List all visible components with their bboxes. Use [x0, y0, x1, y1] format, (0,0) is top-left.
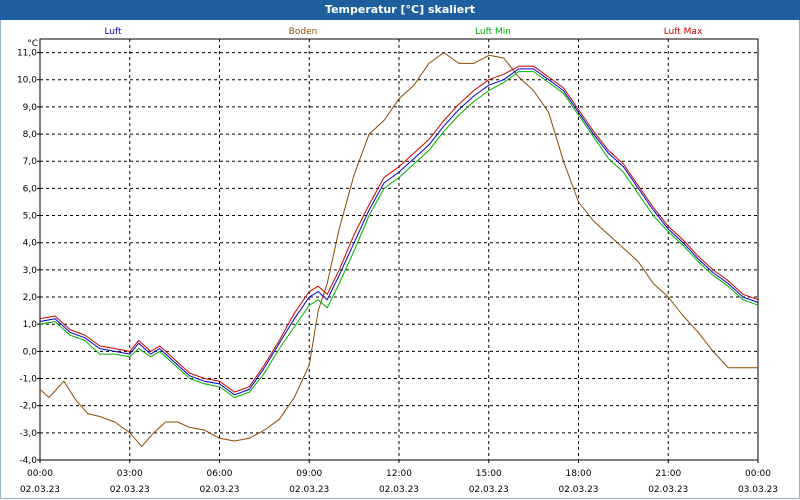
series-line-luft — [39, 68, 759, 396]
grid — [37, 39, 759, 463]
series-lines — [39, 52, 759, 447]
x-tick-time: 06:00 — [207, 469, 233, 479]
x-tick-date: 02.03.23 — [469, 485, 509, 495]
y-tick-label: 11,0 — [17, 49, 37, 59]
x-tick-time: 15:00 — [476, 469, 502, 479]
y-tick-label: 3,0 — [23, 266, 38, 276]
y-tick-label: 6,0 — [23, 184, 38, 194]
y-tick-label: 5,0 — [23, 212, 38, 222]
x-tick-date: 02.03.23 — [648, 485, 688, 495]
legend-luft-max: Luft Max — [664, 27, 703, 37]
x-tick-time: 00:00 — [745, 469, 771, 479]
x-tick-time: 21:00 — [655, 469, 681, 479]
x-tick-time: 09:00 — [296, 469, 322, 479]
legend-luft: Luft — [104, 27, 122, 37]
chart-title: Temperatur [°C] skaliert — [0, 0, 800, 20]
x-tick-date: 02.03.23 — [379, 485, 419, 495]
y-tick-label: 2,0 — [23, 293, 38, 303]
legend-boden: Boden — [289, 27, 318, 37]
y-tick-label: 8,0 — [23, 130, 38, 140]
y-tick-label: 0,0 — [23, 347, 38, 357]
y-tick-label: -3,0 — [19, 429, 37, 439]
x-tick-date: 02.03.23 — [110, 485, 150, 495]
y-tick-label: 10,0 — [17, 76, 37, 86]
x-tick-date: 03.03.23 — [738, 485, 778, 495]
legend-luft-min: Luft Min — [475, 27, 511, 37]
y-tick-labels: 11,0 10,0 9,0 8,0 7,0 6,0 5,0 4,0 3,0 2,0 1,0 0,0 -1… — [17, 49, 37, 466]
series-line-luft-max — [39, 65, 759, 393]
y-tick-label: 9,0 — [23, 103, 38, 113]
y-tick-label: 4,0 — [23, 239, 38, 249]
y-tick-label: -1,0 — [19, 375, 37, 385]
x-tick-date: 02.03.23 — [199, 485, 239, 495]
y-tick-label: 7,0 — [23, 157, 38, 167]
plot-area-border — [39, 38, 759, 461]
x-tick-date: 02.03.23 — [289, 485, 329, 495]
y-tick-label: -4,0 — [19, 456, 37, 466]
series-line-luft-min — [39, 71, 759, 398]
x-tick-time: 12:00 — [386, 469, 412, 479]
x-tick-date: 02.03.23 — [558, 485, 598, 495]
x-tick-time: 18:00 — [566, 469, 592, 479]
x-tick-time: 03:00 — [117, 469, 143, 479]
y-tick-label: -2,0 — [19, 402, 37, 412]
y-tick-label: 1,0 — [23, 320, 38, 330]
x-tick-date: 02.03.23 — [20, 485, 60, 495]
series-line-boden — [39, 52, 758, 447]
legend: Luft Boden Luft Min Luft Max — [104, 27, 703, 37]
x-tick-time: 00:00 — [27, 469, 53, 479]
y-axis-unit-label: °C — [27, 39, 38, 49]
x-tick-labels: 00:00 02.03.23 03:00 02.03.23 06:00 02.03.23 0… — [20, 469, 778, 495]
